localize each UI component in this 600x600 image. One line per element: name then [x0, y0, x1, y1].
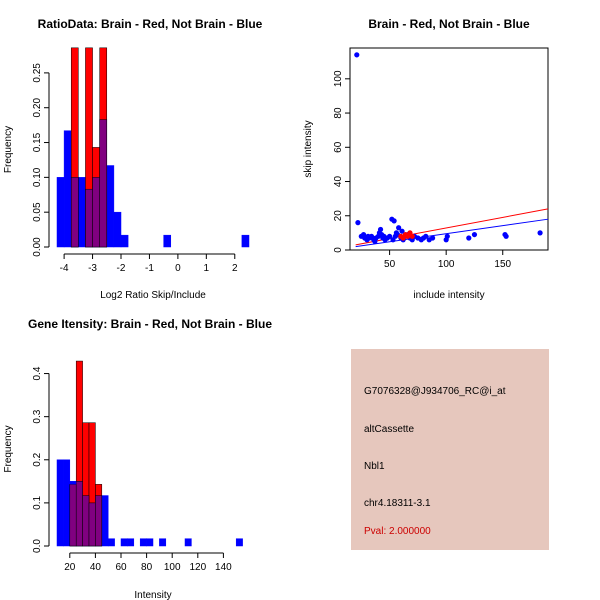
fit-line-not-brain [355, 218, 549, 248]
chart-title: Gene Itensity: Brain - Red, Not Brain - … [28, 317, 272, 331]
bar-not-brain [113, 211, 122, 248]
bar-overlap [82, 495, 90, 547]
x-tick-label: 100 [164, 562, 181, 573]
x-tick-label: 140 [215, 562, 232, 573]
point-not-brain [466, 235, 472, 241]
chart-3: Gene Itensity: Brain - Red, Not Brain - … [3, 317, 272, 600]
x-tick-label: -1 [145, 263, 154, 274]
y-tick-label: 0.20 [32, 98, 43, 118]
bar-not-brain [235, 538, 243, 547]
x-tick-label: -2 [117, 263, 126, 274]
bar-not-brain [146, 538, 154, 547]
bar-not-brain [127, 538, 135, 547]
point-not-brain [444, 233, 450, 239]
x-tick-label: 120 [189, 562, 206, 573]
point-not-brain [503, 233, 509, 239]
y-tick-label: 80 [333, 107, 344, 119]
x-tick-label: 2 [232, 263, 238, 274]
point-not-brain [471, 231, 478, 238]
x-axis-label: Log2 Ratio Skip/Include [100, 290, 206, 301]
bar-not-brain-top [69, 481, 77, 485]
bar-not-brain [139, 538, 147, 547]
x-tick-label: -3 [88, 263, 97, 274]
event-type-text: altCassette [364, 424, 415, 435]
probe-id-text: G7076328@J934706_RC@i_at [364, 386, 506, 397]
bar-not-brain [63, 459, 71, 547]
bar-overlap [69, 484, 77, 547]
y-axis-label: Frequency [3, 126, 14, 173]
x-tick-label: 80 [141, 562, 153, 573]
bar-not-brain [159, 538, 167, 547]
bar-not-brain [241, 234, 250, 248]
plot-box [349, 47, 549, 251]
x-axis-label: include intensity [413, 290, 484, 301]
bar-not-brain [120, 234, 129, 248]
point-not-brain [391, 218, 397, 224]
point-not-brain [355, 220, 361, 226]
point-brain [409, 233, 415, 239]
bar-not-brain [106, 165, 115, 248]
bar-not-brain [184, 538, 192, 547]
x-tick-label: 20 [64, 562, 76, 573]
point-not-brain [423, 233, 429, 239]
y-tick-label: 60 [333, 141, 344, 153]
y-tick-label: 20 [333, 210, 344, 222]
gene-name-text: Nbl1 [364, 461, 385, 472]
location-text: chr4.18311-3.1 [364, 498, 431, 509]
point-not-brain [377, 226, 384, 233]
y-tick-label: 0.0 [32, 539, 43, 553]
point-not-brain [387, 233, 393, 239]
x-tick-label: 100 [438, 259, 455, 270]
y-tick-label: 100 [333, 70, 344, 87]
y-tick-label: 0 [333, 247, 344, 253]
bar-not-brain [120, 538, 128, 547]
x-tick-label: 1 [204, 263, 210, 274]
chart-title: Brain - Red, Not Brain - Blue [368, 17, 530, 31]
bar-not-brain [107, 538, 115, 547]
bar-overlap [99, 119, 108, 248]
y-tick-label: 0.1 [32, 496, 43, 510]
bar-overlap [85, 188, 93, 248]
x-tick-label: 0 [175, 263, 181, 274]
y-tick-label: 0.25 [32, 63, 43, 83]
x-tick-label: 40 [90, 562, 102, 573]
bar-not-brain [56, 459, 64, 547]
bar-overlap [92, 177, 100, 248]
bar-not-brain [56, 177, 65, 248]
bar-overlap [70, 177, 79, 248]
y-tick-label: 0.15 [32, 132, 43, 152]
point-not-brain [399, 228, 405, 234]
x-tick-label: 60 [115, 562, 127, 573]
bar-not-brain [163, 234, 172, 248]
y-tick-label: 0.2 [32, 452, 43, 466]
x-tick-label: 50 [384, 259, 396, 270]
bar-not-brain [78, 177, 86, 248]
pval-text: Pval: 2.000000 [364, 526, 431, 537]
bar-overlap [88, 502, 96, 547]
y-tick-label: 0.4 [32, 366, 43, 380]
bar-overlap [95, 495, 103, 547]
y-axis-label: skip intensity [303, 120, 314, 177]
x-tick-label: -4 [60, 263, 69, 274]
y-tick-label: 0.00 [32, 237, 43, 257]
y-tick-label: 40 [333, 176, 344, 188]
info-panel: G7076328@J934706_RC@i_at altCassette Nbl… [351, 349, 549, 550]
point-not-brain [537, 230, 543, 236]
chart-title: RatioData: Brain - Red, Not Brain - Blue [38, 17, 263, 31]
bar-not-brain [63, 130, 72, 248]
y-tick-label: 0.10 [32, 167, 43, 187]
chart-2: Brain - Red, Not Brain - Blue 50 100 150 0 20… [303, 17, 549, 301]
chart-1: RatioData: Brain - Red, Not Brain - Blue… [3, 17, 263, 301]
point-not-brain [396, 225, 402, 231]
x-axis-label: Intensity [134, 590, 171, 600]
point-not-brain [354, 52, 360, 58]
x-tick-label: 150 [494, 259, 511, 270]
point-not-brain [429, 235, 436, 241]
y-tick-label: 0.05 [32, 202, 43, 222]
bar-overlap [75, 481, 83, 547]
bar-not-brain [101, 495, 109, 547]
y-axis-label: Frequency [3, 425, 14, 472]
y-tick-label: 0.3 [32, 409, 43, 423]
